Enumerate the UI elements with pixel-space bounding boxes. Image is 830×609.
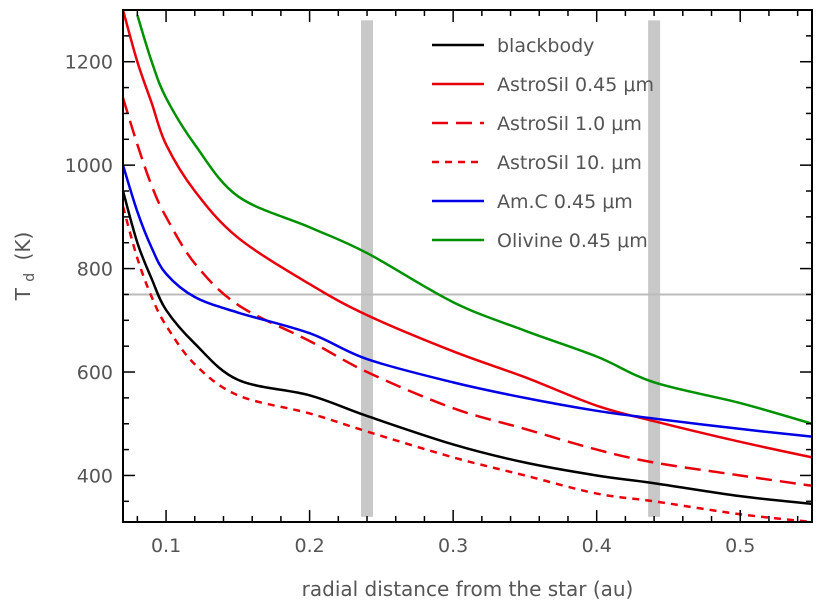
legend-label: AstroSil 0.45 μm bbox=[497, 74, 654, 96]
x-tick-label: 0.3 bbox=[438, 535, 468, 557]
y-axis-title-unit: (K) bbox=[11, 232, 35, 261]
y-axis-title: T d (K) bbox=[11, 232, 39, 302]
shaded-bands bbox=[361, 20, 661, 517]
x-tick-label: 0.1 bbox=[151, 535, 181, 557]
y-tick-label: 1200 bbox=[65, 52, 113, 74]
shaded-band bbox=[648, 20, 661, 517]
x-tick-label: 0.5 bbox=[725, 535, 755, 557]
x-tick-label: 0.4 bbox=[582, 535, 612, 557]
series-line-5 bbox=[123, 164, 812, 438]
legend-label: AstroSil 1.0 μm bbox=[497, 113, 642, 135]
y-tick-label: 1000 bbox=[65, 155, 113, 177]
series-lines bbox=[123, 10, 812, 522]
shaded-band bbox=[361, 20, 374, 517]
legend-label: AstroSil 10. μm bbox=[497, 152, 642, 174]
series-line-4 bbox=[123, 206, 812, 522]
series-line-6 bbox=[136, 14, 812, 425]
y-axis-ticks: 400 600 800 1000 1200 bbox=[65, 9, 812, 503]
x-axis-ticks: 0.1 0.2 0.3 0.4 0.5 bbox=[136, 10, 799, 557]
y-tick-label: 400 bbox=[77, 465, 113, 487]
legend: blackbody AstroSil 0.45 μm AstroSil 1.0 μm… bbox=[432, 35, 654, 252]
x-axis-title: radial distance from the star (au) bbox=[302, 577, 634, 601]
series-line-3 bbox=[123, 97, 812, 488]
series-line-1 bbox=[123, 190, 812, 506]
plot-frame bbox=[122, 9, 813, 523]
legend-label: blackbody bbox=[497, 35, 594, 57]
series-line-2 bbox=[123, 10, 812, 459]
y-tick-label: 800 bbox=[77, 259, 113, 281]
y-axis-title-subscript: d bbox=[22, 273, 38, 282]
legend-label: Olivine 0.45 μm bbox=[497, 230, 648, 252]
x-tick-label: 0.2 bbox=[294, 535, 324, 557]
y-tick-label: 600 bbox=[77, 362, 113, 384]
y-axis-title-symbol: T bbox=[11, 287, 35, 301]
legend-label: Am.C 0.45 μm bbox=[497, 191, 633, 213]
